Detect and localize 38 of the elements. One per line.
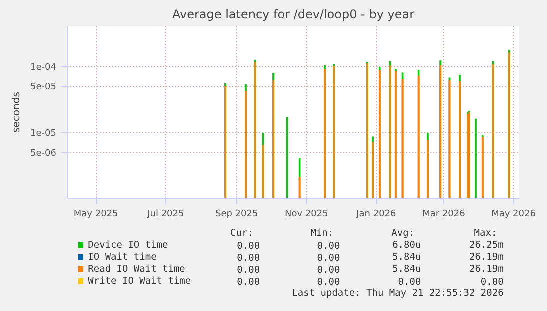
legend-label: Write IO Wait time (88, 276, 192, 287)
text: 0.00 (237, 253, 260, 264)
text: 26.19m (469, 252, 504, 263)
x-tick-label: Sep 2025 (215, 210, 258, 220)
x-tick-label: Nov 2025 (284, 210, 328, 220)
text: 0.00 (237, 265, 260, 276)
text: 0.00 (480, 277, 504, 288)
text: 26.25m (469, 240, 504, 251)
chart-title: Average latency for /dev/loop0 - by year (172, 8, 415, 22)
y-tick-label: 5e-06 (30, 148, 57, 159)
text: Avg: (392, 228, 415, 239)
x-tick-label: Jul 2025 (146, 210, 184, 220)
x-tick-label: Jan 2026 (356, 210, 397, 220)
text: 0.00 (317, 277, 340, 288)
text: 0.00 (398, 277, 422, 288)
x-tick-label: Mar 2026 (422, 210, 466, 220)
text: 6.80u (392, 240, 422, 251)
text: Max: (474, 228, 498, 239)
text: 5.84u (392, 252, 422, 263)
y-tick-label: 1e-05 (30, 128, 57, 139)
text: Min: (310, 228, 334, 239)
y-tick-label: 5e-05 (30, 82, 57, 93)
x-tick-label: May 2026 (492, 210, 536, 220)
text: 0.00 (317, 241, 340, 252)
legend-label: IO Wait time (88, 252, 158, 263)
text: Last update: Thu May 21 22:55:32 2026 (292, 288, 504, 299)
text: 0.00 (317, 265, 340, 276)
legend-label: Device IO time (88, 240, 169, 251)
text: 26.19m (469, 264, 504, 275)
text: 0.00 (237, 277, 260, 288)
y-axis-title: seconds (12, 92, 23, 133)
text: Cur: (230, 228, 254, 239)
y-tick-label: 1e-04 (30, 62, 57, 73)
x-tick-label: May 2025 (74, 210, 118, 220)
text: 0.00 (237, 241, 260, 252)
text: 0.00 (317, 253, 340, 264)
legend-label: Read IO Wait time (88, 264, 186, 275)
text: 5.84u (392, 264, 422, 275)
